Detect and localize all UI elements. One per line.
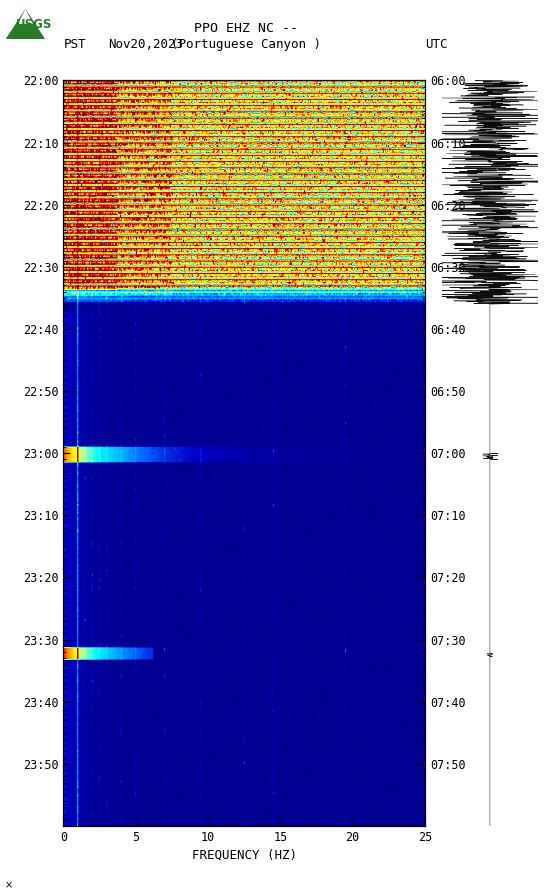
Text: Nov20,2023: Nov20,2023 <box>108 38 183 51</box>
Text: (Portuguese Canyon ): (Portuguese Canyon ) <box>171 38 321 51</box>
Text: PPO EHZ NC --: PPO EHZ NC -- <box>194 21 298 35</box>
Polygon shape <box>18 9 33 24</box>
Text: UTC: UTC <box>425 38 448 51</box>
Text: PST: PST <box>63 38 86 51</box>
X-axis label: FREQUENCY (HZ): FREQUENCY (HZ) <box>192 848 297 861</box>
Text: $\times$: $\times$ <box>4 880 13 890</box>
Text: USGS: USGS <box>17 18 53 30</box>
Polygon shape <box>6 9 45 39</box>
